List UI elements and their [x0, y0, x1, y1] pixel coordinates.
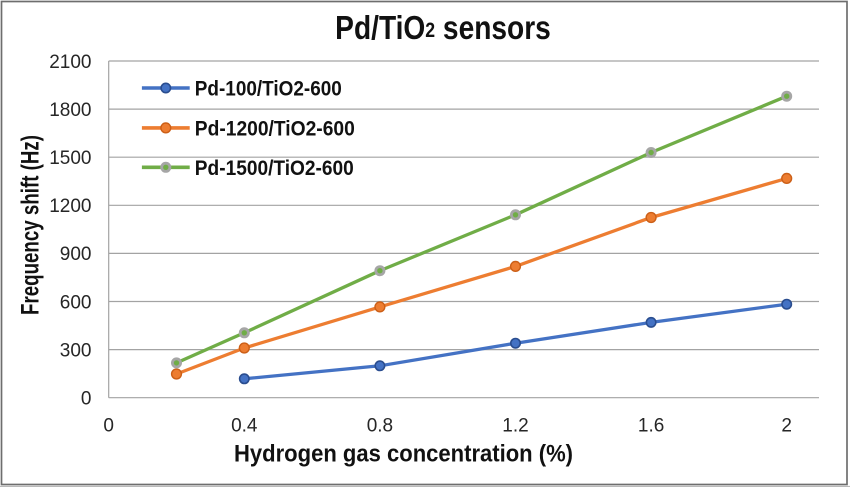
svg-text:2: 2: [781, 416, 792, 437]
svg-text:Pd/TiO2 sensors: Pd/TiO2 sensors: [335, 9, 551, 47]
svg-text:1200: 1200: [49, 196, 91, 217]
svg-text:Pd-1500/TiO2-600: Pd-1500/TiO2-600: [195, 157, 354, 180]
svg-text:0: 0: [103, 416, 114, 437]
svg-text:Pd-1200/TiO2-600: Pd-1200/TiO2-600: [195, 117, 355, 140]
svg-text:1800: 1800: [49, 100, 91, 121]
svg-text:2100: 2100: [49, 52, 91, 73]
svg-text:0: 0: [81, 389, 92, 410]
svg-text:Pd-100/TiO2-600: Pd-100/TiO2-600: [195, 78, 342, 101]
svg-text:1.6: 1.6: [638, 416, 664, 437]
svg-text:900: 900: [60, 244, 92, 265]
svg-text:1500: 1500: [49, 148, 91, 169]
svg-text:300: 300: [60, 340, 92, 361]
svg-text:Hydrogen gas concentration (%): Hydrogen gas concentration (%): [234, 440, 573, 467]
svg-text:Frequency shift (Hz): Frequency shift (Hz): [17, 135, 45, 315]
svg-text:0.8: 0.8: [367, 416, 393, 437]
svg-text:600: 600: [60, 292, 92, 313]
svg-text:0.4: 0.4: [231, 416, 258, 437]
svg-text:1.2: 1.2: [502, 416, 528, 437]
